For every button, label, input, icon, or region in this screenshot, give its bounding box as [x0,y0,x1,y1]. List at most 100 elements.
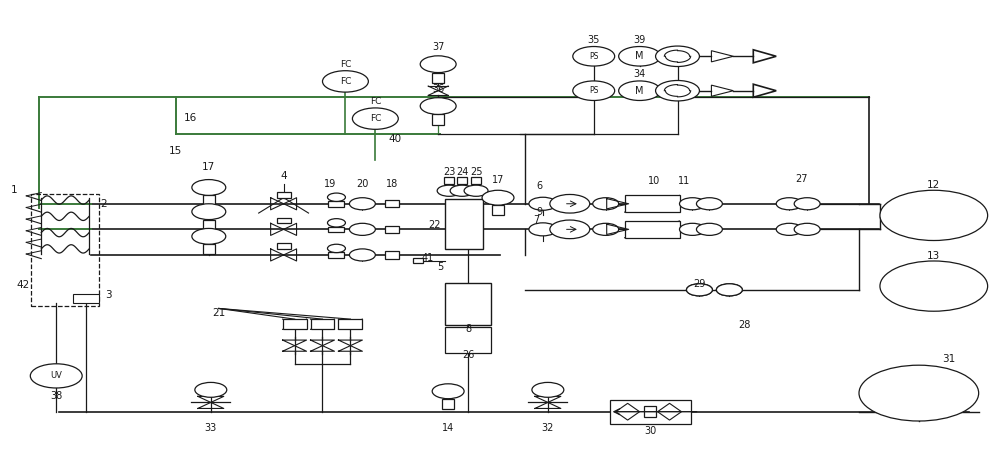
Bar [445,199,483,249]
Circle shape [450,185,474,196]
Text: PS: PS [589,52,598,61]
Circle shape [532,382,564,397]
Circle shape [619,81,661,101]
Circle shape [680,223,705,235]
Text: FC: FC [370,97,381,106]
Circle shape [859,365,979,421]
Circle shape [192,228,226,244]
Bar [432,115,444,124]
Circle shape [686,284,712,296]
Text: 17: 17 [492,175,504,184]
Text: 18: 18 [386,179,398,189]
Circle shape [776,197,802,210]
Circle shape [327,219,345,227]
Bar [625,221,680,238]
Bar [445,327,491,352]
Circle shape [716,284,742,296]
Text: 24: 24 [456,167,468,176]
Bar [432,73,444,83]
Circle shape [192,180,226,195]
Text: 23: 23 [443,167,455,176]
Text: 41: 41 [421,253,433,263]
Circle shape [192,204,226,219]
Bar [471,177,481,184]
Text: 8: 8 [465,324,471,334]
Bar [277,192,291,197]
Bar [442,399,454,409]
Circle shape [349,249,375,261]
Text: 5: 5 [437,263,443,272]
Bar [328,201,344,206]
Circle shape [619,46,661,66]
Text: 25: 25 [470,167,482,176]
Bar [283,319,307,329]
Circle shape [680,197,705,210]
Circle shape [482,190,514,205]
Circle shape [696,197,722,210]
Text: M: M [635,51,644,61]
Text: 11: 11 [678,176,691,186]
Text: 3: 3 [105,291,111,300]
Circle shape [880,190,988,241]
Text: 37: 37 [432,42,444,52]
Text: FC: FC [370,114,381,123]
Text: 20: 20 [356,179,369,189]
Text: PS: PS [589,86,598,95]
Text: 34: 34 [633,69,646,80]
Bar [203,195,215,205]
Text: 32: 32 [542,424,554,433]
Circle shape [776,223,802,235]
Bar [385,251,399,259]
Circle shape [327,193,345,201]
Circle shape [529,223,557,236]
Text: 15: 15 [169,146,183,156]
Circle shape [464,185,488,196]
Circle shape [573,81,615,101]
Text: 36: 36 [432,84,444,94]
Bar [444,177,454,184]
Bar [457,177,467,184]
Circle shape [437,185,461,196]
Bar [328,252,344,258]
Bar [203,219,215,230]
Circle shape [794,223,820,235]
Bar [277,218,291,223]
Circle shape [550,220,590,239]
Circle shape [686,284,712,296]
Circle shape [432,384,464,399]
Circle shape [593,223,619,235]
Circle shape [349,223,375,235]
Bar [492,205,504,215]
Bar [203,244,215,255]
Text: 42: 42 [17,280,30,290]
Text: 39: 39 [633,35,646,45]
Text: 22: 22 [428,219,440,230]
Circle shape [352,108,398,129]
Circle shape [327,244,345,253]
Circle shape [573,46,615,66]
Text: 12: 12 [927,180,940,190]
Text: UV: UV [50,372,62,380]
Text: 17: 17 [202,162,215,173]
Circle shape [696,223,722,235]
Circle shape [195,382,227,397]
Text: FC: FC [340,77,351,86]
Text: 29: 29 [693,279,706,289]
Bar [338,319,362,329]
Text: FC: FC [340,60,351,69]
Text: 30: 30 [644,426,657,436]
Circle shape [656,46,699,66]
Text: 2: 2 [100,199,106,209]
Bar [625,195,680,212]
Text: 4: 4 [280,171,287,181]
Circle shape [593,197,619,210]
Text: 26: 26 [462,350,474,360]
Bar [445,283,491,325]
Bar [31,195,99,306]
Text: 21: 21 [212,308,225,318]
Circle shape [794,197,820,210]
Text: 35: 35 [588,35,600,45]
Text: 38: 38 [50,391,62,401]
Text: 16: 16 [184,113,197,123]
Text: 33: 33 [205,424,217,433]
